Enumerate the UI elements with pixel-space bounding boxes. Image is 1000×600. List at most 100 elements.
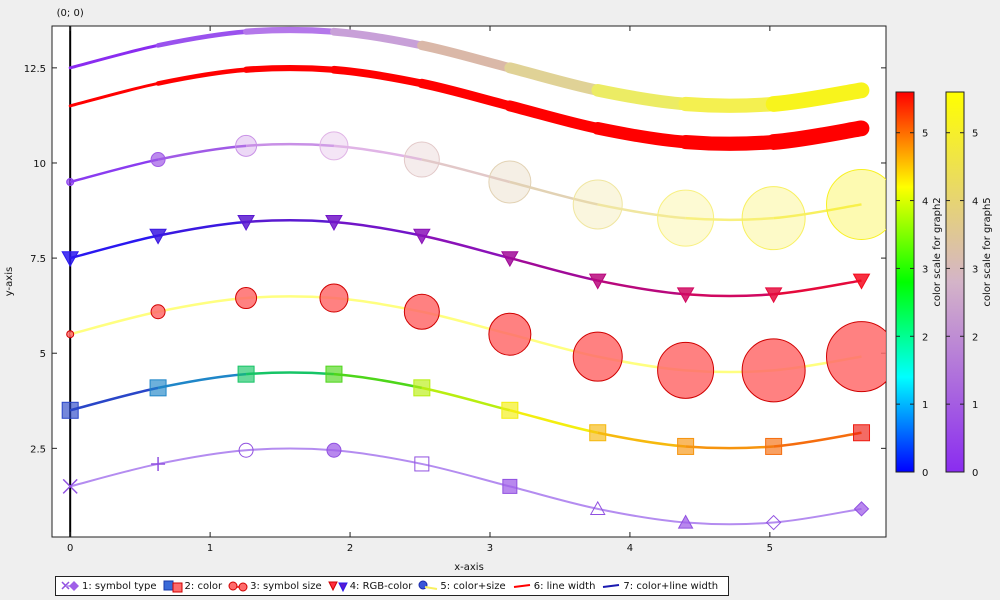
colorbar-tick-label: 5 xyxy=(922,129,928,140)
series-1-marker xyxy=(414,456,430,472)
series-5-marker xyxy=(826,168,886,240)
legend-label: 6: line width xyxy=(533,580,596,592)
series-5-line-segment xyxy=(685,216,774,222)
legend-swatch-icon xyxy=(513,584,530,588)
series-3-marker xyxy=(235,287,258,310)
series-6-line-segment xyxy=(68,81,160,108)
series-5-line-segment xyxy=(509,180,598,206)
series-6-line-segment xyxy=(591,122,692,149)
x-tick-label: 0 xyxy=(67,543,73,554)
series-7-line-segment xyxy=(504,62,604,96)
series-layer xyxy=(61,26,886,531)
colorbar-tick-label: 3 xyxy=(972,264,978,275)
series-3-marker xyxy=(150,304,166,320)
series-2-line-segment xyxy=(509,409,598,434)
legend-item: 3: symbol size xyxy=(228,579,322,593)
series-6-line-segment xyxy=(330,65,426,88)
series-6-line-segment xyxy=(242,64,338,73)
series-4-line-segment xyxy=(245,218,335,224)
series-2-line-segment xyxy=(333,372,423,390)
series-4-line-segment xyxy=(597,279,686,296)
series-4-marker xyxy=(237,215,255,231)
series-4-marker xyxy=(852,273,871,290)
series-5-line-segment xyxy=(69,158,159,184)
series-4-marker xyxy=(676,287,695,304)
series-5-marker xyxy=(150,152,166,168)
legend-swatch-icon xyxy=(228,581,248,592)
legend-label: 5: color+size xyxy=(440,580,506,592)
series-2-marker xyxy=(589,424,607,442)
series-2-marker xyxy=(677,437,695,455)
series-7-line-segment xyxy=(68,43,160,70)
series-3-marker xyxy=(657,341,715,399)
series-2-marker xyxy=(325,365,343,383)
series-5-marker xyxy=(235,134,258,157)
legend-item: 7: color+line width xyxy=(601,579,718,593)
series-2-marker xyxy=(501,401,519,419)
colorbar-label: color scale for graph2 xyxy=(932,197,943,306)
legend-item: 4: RGB-color xyxy=(327,579,412,593)
series-5-marker xyxy=(572,179,623,230)
series-1-marker xyxy=(677,514,694,529)
colorbar-tick-label: 1 xyxy=(972,400,978,411)
series-7-line-segment xyxy=(591,84,692,111)
series-6-line-segment xyxy=(155,67,249,86)
y-axis-label: y-axis xyxy=(4,267,15,296)
series-1-marker xyxy=(151,456,166,471)
colorbar-tick-label: 0 xyxy=(972,468,978,479)
series-2-marker xyxy=(237,365,255,383)
series-2-marker xyxy=(765,437,783,455)
x-tick-label: 1 xyxy=(207,543,213,554)
colorbar-tick-label: 0 xyxy=(922,468,928,479)
colorbar-2 xyxy=(945,91,965,473)
colorbar-tick-label: 4 xyxy=(922,197,928,208)
series-4-line-segment xyxy=(509,256,598,282)
series-7-line-segment xyxy=(765,82,870,112)
x-tick-label: 5 xyxy=(767,543,773,554)
y-tick-label: 2.5 xyxy=(30,444,46,455)
series-1-marker xyxy=(589,500,606,515)
y-tick-label: 12.5 xyxy=(24,64,46,75)
series-2-line-segment xyxy=(597,431,686,448)
series-5-marker xyxy=(66,178,75,187)
x-tick-label: 3 xyxy=(487,543,493,554)
series-7-line-segment xyxy=(242,26,338,35)
legend-label: 1: symbol type xyxy=(82,580,157,592)
series-5-line-segment xyxy=(157,144,247,161)
series-4-marker xyxy=(764,287,783,304)
series-2-line-segment xyxy=(245,371,335,376)
series-4-marker xyxy=(501,251,519,268)
colorbar-tick-label: 3 xyxy=(922,264,928,275)
legend-item: 2: color xyxy=(163,579,222,593)
series-2-marker xyxy=(149,379,167,397)
legend-swatch-icon xyxy=(603,584,620,588)
legend-label: 7: color+line width xyxy=(623,580,719,592)
series-3-marker xyxy=(488,312,532,356)
legend-swatch-icon xyxy=(418,580,438,590)
series-4-line-segment xyxy=(333,220,423,237)
series-3-line xyxy=(69,295,862,374)
series-3-marker xyxy=(741,338,806,403)
series-3-marker xyxy=(66,330,75,339)
x-axis-label: x-axis xyxy=(454,562,484,573)
series-1-marker xyxy=(62,478,78,494)
colorbar-tick-label: 4 xyxy=(972,197,978,208)
series-6-line-segment xyxy=(765,120,870,150)
series-4-marker xyxy=(588,273,607,290)
series-1-line xyxy=(69,447,862,526)
legend-swatch-icon xyxy=(163,580,183,593)
colorbar-tick-label: 2 xyxy=(972,332,978,343)
series-4-marker xyxy=(61,251,80,268)
series-3-marker xyxy=(826,321,886,393)
series-1-marker xyxy=(765,514,782,531)
series-4-marker xyxy=(412,228,431,245)
legend-item: 5: color+size xyxy=(418,579,506,593)
series-2-line-segment xyxy=(685,445,774,450)
series-5-marker xyxy=(488,160,532,204)
series-1-marker xyxy=(502,478,518,494)
series-5-marker xyxy=(403,141,440,178)
series-2-marker xyxy=(413,379,431,397)
series-6-line-segment xyxy=(417,78,515,111)
origin-label: (0; 0) xyxy=(57,8,84,19)
